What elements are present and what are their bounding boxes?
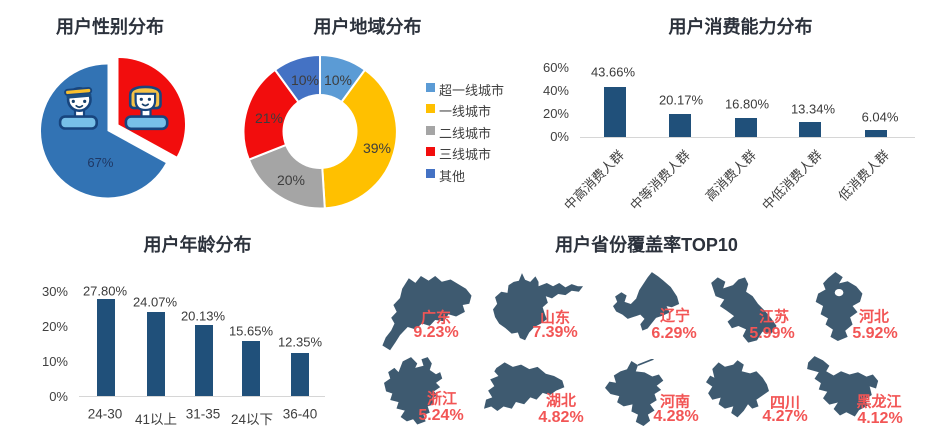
svg-text:67%: 67% xyxy=(87,155,113,170)
svg-text:10%: 10% xyxy=(291,72,319,88)
svg-text:20%: 20% xyxy=(277,172,305,188)
svg-text:21%: 21% xyxy=(255,110,283,126)
svg-text:10%: 10% xyxy=(324,72,352,88)
svg-text:39%: 39% xyxy=(363,140,391,156)
